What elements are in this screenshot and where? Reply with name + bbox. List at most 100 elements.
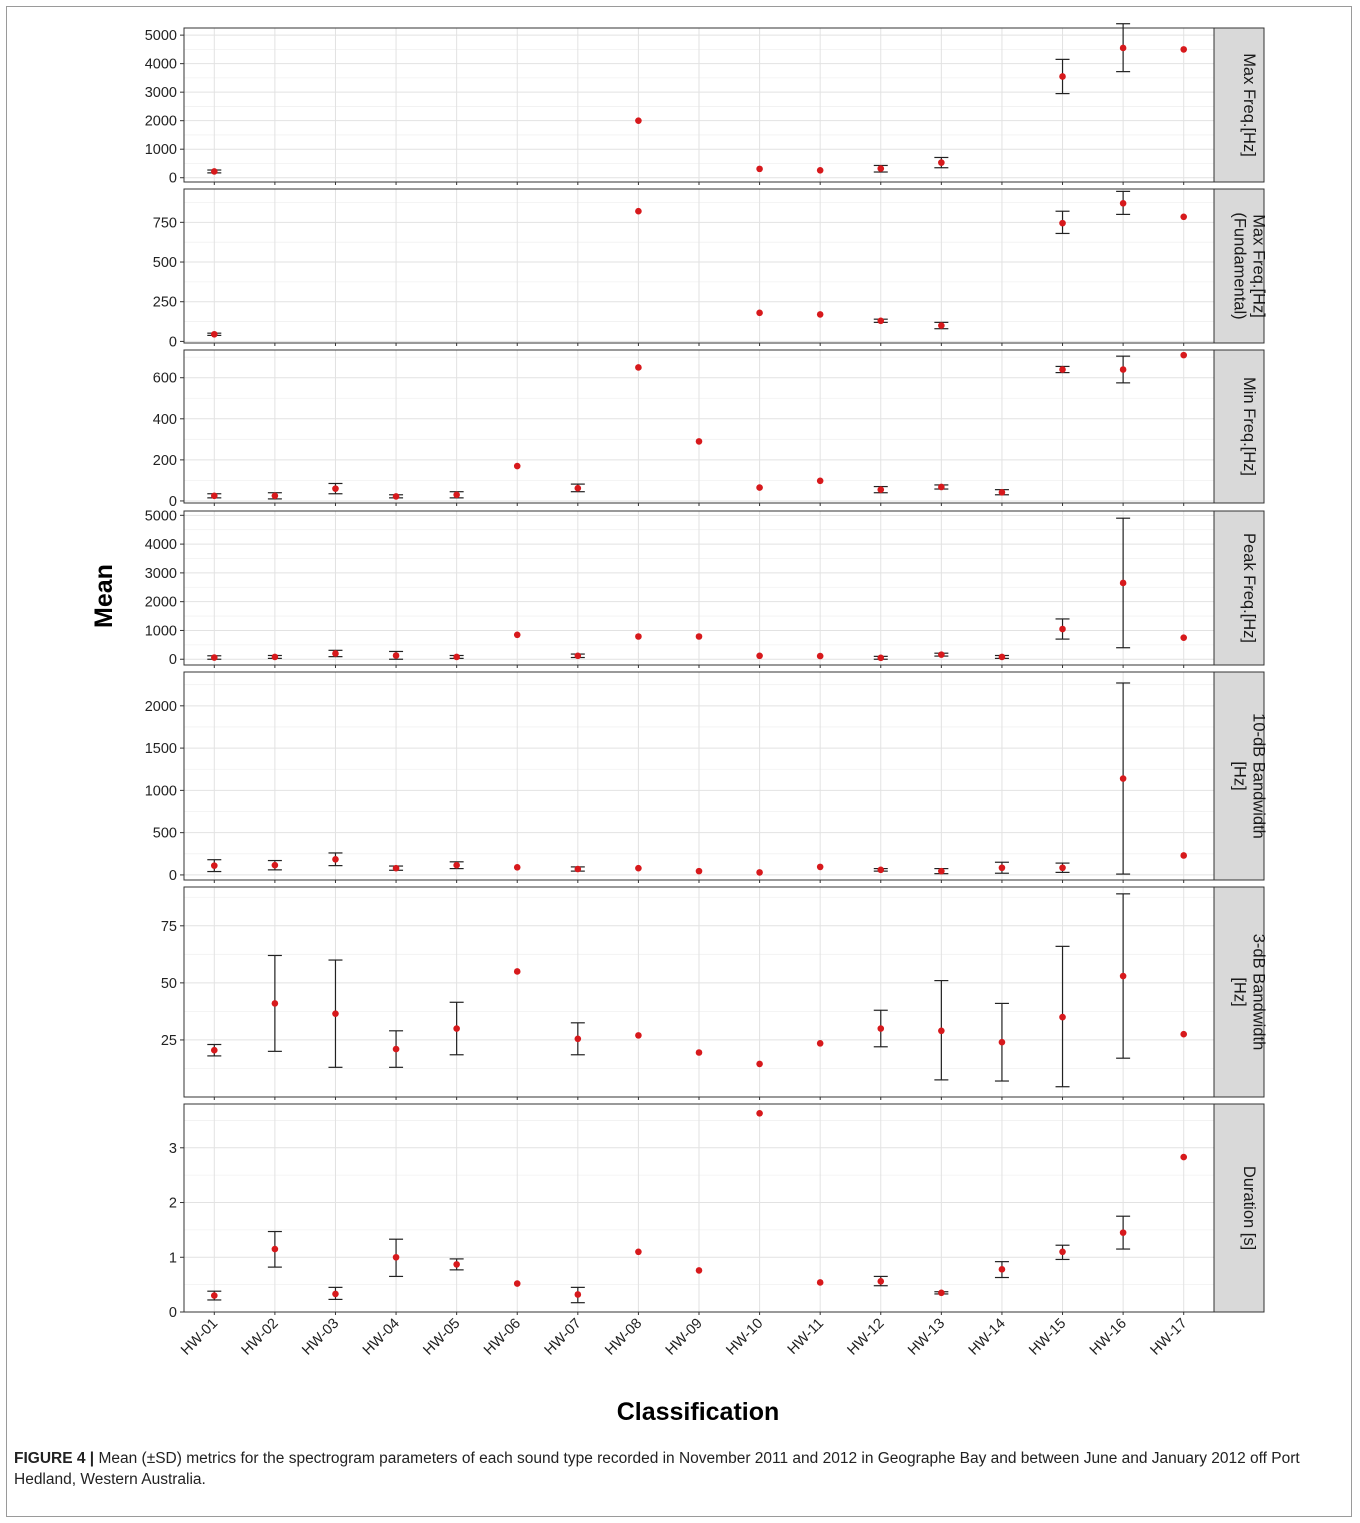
y-tick-label: 2000 (145, 114, 177, 130)
mean-point-HW-04 (392, 1253, 400, 1261)
mean-point-HW-11 (816, 167, 824, 174)
x-axis-title: Classification (617, 1398, 780, 1426)
y-tick-label: 1 (169, 1250, 177, 1266)
mean-point-HW-08 (635, 1248, 642, 1256)
mean-point-HW-15 (1059, 1013, 1066, 1021)
facet-strip (1213, 510, 1265, 666)
mean-point-HW-12 (877, 317, 885, 325)
y-tick-label: 750 (153, 215, 177, 231)
y-tick-label: 25 (161, 1033, 177, 1049)
mean-point-HW-09 (695, 1267, 703, 1274)
y-tick-label: 0 (169, 171, 177, 187)
y-tick-label: 4000 (145, 57, 177, 73)
mean-point-HW-12 (877, 1278, 885, 1285)
y-tick-label: 2000 (145, 595, 177, 611)
mean-point-HW-10 (756, 165, 763, 173)
mean-point-HW-04 (392, 652, 400, 659)
facet-strip-label: [Hz] (1231, 977, 1249, 1006)
mean-point-HW-11 (816, 1279, 824, 1286)
mean-point-HW-14 (998, 1038, 1006, 1046)
mean-point-HW-16 (1119, 579, 1127, 587)
mean-point-HW-13 (938, 159, 945, 166)
facet-strip-label: [Hz] (1231, 761, 1249, 790)
y-tick-label: 0 (169, 494, 177, 510)
mean-point-HW-16 (1119, 44, 1127, 52)
mean-point-HW-02 (271, 492, 279, 500)
y-tick-label: 600 (153, 371, 177, 387)
y-tick-label: 1000 (145, 142, 177, 158)
mean-point-HW-08 (635, 864, 642, 872)
facet-strip-label: Duration [s] (1240, 1166, 1258, 1250)
mean-point-HW-01 (210, 862, 218, 869)
mean-point-HW-02 (271, 861, 279, 869)
mean-point-HW-07 (574, 652, 582, 660)
mean-point-HW-05 (453, 491, 460, 499)
x-tick-label-HW-05: HW-05 (420, 1316, 463, 1359)
x-tick-label-HW-17: HW-17 (1148, 1316, 1191, 1359)
panel-6: 25 50 75 3-dB Bandwidth[Hz] (161, 886, 1268, 1100)
y-tick-label: 1500 (145, 741, 177, 757)
x-tick-label-HW-04: HW-04 (360, 1316, 403, 1359)
mean-point-HW-12 (877, 165, 885, 172)
panel-3: 0 200 400 600 Min Freq.[Hz] (153, 349, 1265, 510)
facet-strip-label: 3-dB Bandwidth (1250, 934, 1268, 1051)
mean-point-HW-04 (392, 864, 400, 872)
y-tick-label: 4000 (145, 537, 177, 553)
facet-strip (1213, 886, 1265, 1098)
mean-point-HW-11 (816, 863, 824, 871)
mean-point-HW-09 (695, 438, 703, 445)
facet-strip-label: Min Freq.[Hz] (1240, 377, 1258, 476)
mean-point-HW-08 (635, 1032, 642, 1039)
y-tick-label: 3000 (145, 566, 177, 582)
mean-point-HW-14 (998, 864, 1006, 872)
x-tick-label-HW-09: HW-09 (663, 1316, 706, 1359)
panel-7: 0 1 2 3 Duration [s] (169, 1103, 1265, 1321)
mean-point-HW-15 (1059, 219, 1066, 227)
x-tick-label-HW-16: HW-16 (1087, 1316, 1130, 1359)
facet-strip-label: 10-dB Bandwidth (1250, 713, 1268, 839)
mean-point-HW-13 (938, 1027, 945, 1035)
mean-point-HW-01 (210, 654, 218, 661)
mean-point-HW-14 (998, 489, 1006, 496)
mean-point-HW-06 (513, 1280, 521, 1287)
y-tick-label: 0 (169, 652, 177, 668)
mean-point-HW-11 (816, 1040, 824, 1047)
mean-point-HW-09 (695, 867, 703, 875)
mean-point-HW-17 (1180, 634, 1188, 641)
mean-point-HW-08 (635, 207, 642, 215)
y-axis-title: Mean (90, 564, 118, 628)
mean-point-HW-03 (332, 1010, 339, 1017)
facet-strip (1213, 349, 1265, 504)
mean-point-HW-11 (816, 652, 824, 660)
mean-point-HW-03 (332, 485, 339, 492)
mean-point-HW-01 (210, 330, 218, 338)
mean-point-HW-07 (574, 1291, 582, 1298)
mean-point-HW-15 (1059, 625, 1066, 633)
mean-point-HW-15 (1059, 73, 1066, 80)
x-tick-label-HW-07: HW-07 (542, 1316, 585, 1359)
mean-point-HW-05 (453, 1025, 460, 1032)
mean-point-HW-09 (695, 1049, 703, 1056)
y-tick-label: 2000 (145, 699, 177, 715)
mean-point-HW-13 (938, 322, 945, 329)
mean-point-HW-06 (513, 864, 521, 871)
x-tick-label-HW-02: HW-02 (239, 1316, 282, 1359)
y-tick-label: 3000 (145, 85, 177, 101)
facet-strip-label: Max Freq.[Hz] (1250, 214, 1268, 318)
mean-point-HW-06 (513, 968, 521, 975)
facet-strip (1213, 671, 1265, 881)
facet-strip (1213, 27, 1265, 183)
facet-strip-label: Peak Freq.[Hz] (1240, 533, 1258, 643)
mean-point-HW-12 (877, 486, 885, 493)
x-tick-label-HW-10: HW-10 (723, 1316, 766, 1359)
mean-point-HW-13 (938, 483, 945, 491)
mean-point-HW-06 (513, 631, 521, 639)
x-tick-label-HW-13: HW-13 (905, 1316, 948, 1359)
panel-5: 0 500 1000 1500 2000 10-dB Bandwidth[Hz] (145, 671, 1268, 884)
mean-point-HW-03 (332, 1290, 339, 1298)
y-tick-label: 50 (161, 976, 177, 992)
mean-point-HW-14 (998, 1266, 1006, 1273)
y-tick-label: 2 (169, 1196, 177, 1212)
y-tick-label: 500 (153, 826, 177, 842)
mean-point-HW-17 (1180, 852, 1188, 859)
